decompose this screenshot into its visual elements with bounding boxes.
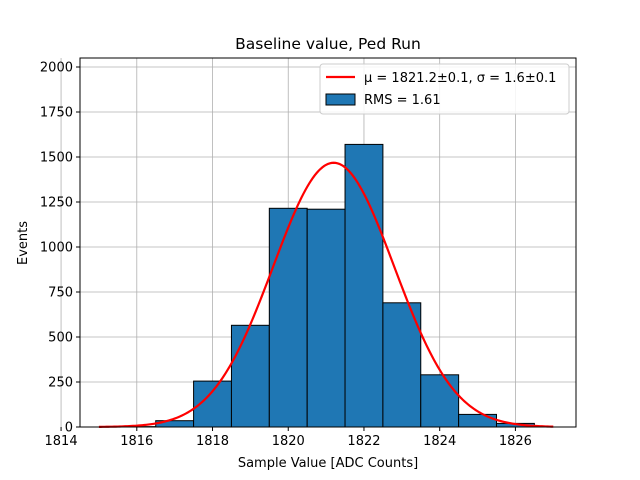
x-tick-label: 1822 xyxy=(347,434,380,449)
plot-area: 1814 1816 1818 1820 1822 1824 1826 0 250 500 750 10… xyxy=(40,57,577,449)
y-tick-label: 1250 xyxy=(40,196,73,211)
histogram-bar xyxy=(420,374,460,428)
y-tick-label: 250 xyxy=(48,376,73,391)
legend-histogram-swatch xyxy=(325,93,356,106)
y-tick-label: 1500 xyxy=(40,151,73,166)
legend-histogram-label: RMS = 1.61 xyxy=(364,93,441,108)
histogram-bar xyxy=(382,302,422,428)
legend: μ = 1821.2±0.1, σ = 1.6±0.1 RMS = 1.61 xyxy=(319,63,570,115)
histogram-bar xyxy=(306,208,346,428)
y-axis-label: Events xyxy=(16,221,31,265)
x-tick-label: 1820 xyxy=(272,434,305,449)
legend-fit-label: μ = 1821.2±0.1, σ = 1.6±0.1 xyxy=(364,71,556,86)
histogram-bar xyxy=(458,413,497,428)
y-tick-label: 1000 xyxy=(40,241,73,256)
y-tick-label: 500 xyxy=(48,331,73,346)
legend-box xyxy=(319,63,570,115)
chart-title: Baseline value, Ped Run xyxy=(235,35,421,53)
gaussian-fit-curve xyxy=(98,161,554,428)
histogram-bar xyxy=(268,207,308,428)
y-tick-label: 2000 xyxy=(40,61,73,76)
y-tick-label: 750 xyxy=(48,286,73,301)
x-tick-label: 1818 xyxy=(196,434,229,449)
x-tick-label: 1824 xyxy=(423,434,456,449)
y-tick-label: 1750 xyxy=(40,106,73,121)
x-tick-label: 1816 xyxy=(120,434,153,449)
y-tick-label: 0 xyxy=(65,421,73,436)
histogram-bar xyxy=(344,143,384,428)
axes-frame xyxy=(79,57,577,428)
histogram-bar xyxy=(230,324,270,428)
x-tick-label: 1826 xyxy=(499,434,532,449)
x-axis-label: Sample Value [ADC Counts] xyxy=(238,456,418,471)
x-tick-label: 1814 xyxy=(45,434,78,449)
